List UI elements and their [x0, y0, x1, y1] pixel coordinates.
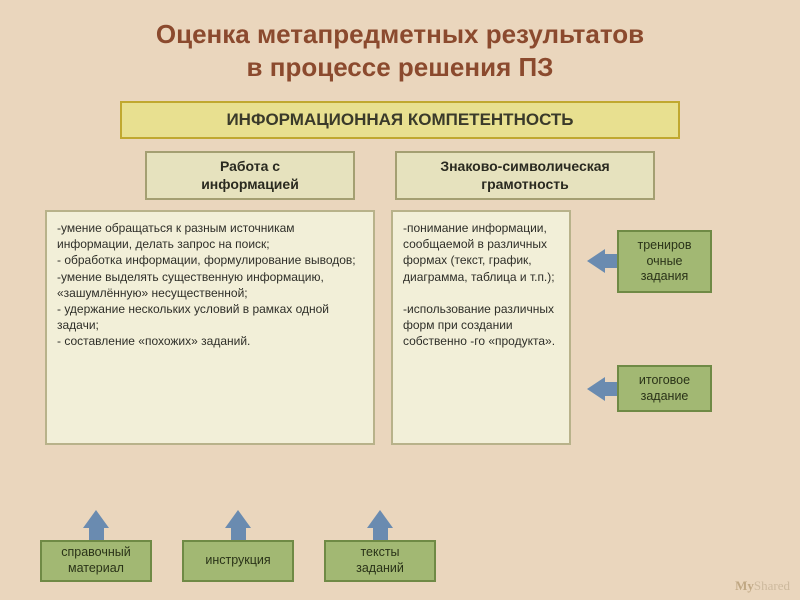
- sub-right-line2: грамотность: [481, 176, 568, 192]
- bottom-item-task-texts: тексты заданий: [324, 510, 436, 582]
- content-row: -умение обращаться к разным источникам и…: [0, 210, 800, 445]
- task-texts-box: тексты заданий: [324, 540, 436, 582]
- arrow-left-icon: [587, 377, 605, 401]
- sub-box-work-with-info: Работа с информацией: [145, 151, 355, 200]
- content-left-box: -умение обращаться к разным источникам и…: [45, 210, 375, 445]
- side-item-final: итоговое задание: [587, 365, 712, 412]
- title-line-2: в процессе решения ПЗ: [247, 52, 554, 82]
- watermark-text: Shared: [754, 578, 790, 593]
- info-competence-banner: ИНФОРМАЦИОННАЯ КОМПЕТЕНТНОСТЬ: [120, 101, 680, 139]
- arrow-up-icon: [83, 510, 109, 541]
- content-right-box: -понимание информации, сообщаемой в разл…: [391, 210, 571, 445]
- bottom-item-reference: справочный материал: [40, 510, 152, 582]
- sub-left-line2: информацией: [201, 176, 299, 192]
- sub-right-line1: Знаково-символическая: [440, 158, 609, 174]
- side-item-training: трениров очные задания: [587, 230, 712, 293]
- title-line-1: Оценка метапредметных результатов: [156, 19, 644, 49]
- page-title: Оценка метапредметных результатов в проц…: [0, 0, 800, 93]
- arrow-left-icon: [587, 249, 605, 273]
- sub-left-line1: Работа с: [220, 158, 280, 174]
- sub-categories-row: Работа с информацией Знаково-символическ…: [0, 151, 800, 200]
- watermark: MyShared: [735, 578, 790, 594]
- reference-material-box: справочный материал: [40, 540, 152, 582]
- side-column: трениров очные задания итоговое задание: [587, 210, 737, 445]
- sub-box-symbolic-literacy: Знаково-символическая грамотность: [395, 151, 655, 200]
- arrow-up-icon: [367, 510, 393, 541]
- arrow-stem: [604, 254, 618, 268]
- instruction-box: инструкция: [182, 540, 294, 582]
- final-task-box: итоговое задание: [617, 365, 712, 412]
- bottom-item-instruction: инструкция: [182, 510, 294, 582]
- training-tasks-box: трениров очные задания: [617, 230, 712, 293]
- arrow-up-icon: [225, 510, 251, 541]
- arrow-stem: [604, 382, 618, 396]
- bottom-row: справочный материал инструкция тексты за…: [40, 510, 436, 582]
